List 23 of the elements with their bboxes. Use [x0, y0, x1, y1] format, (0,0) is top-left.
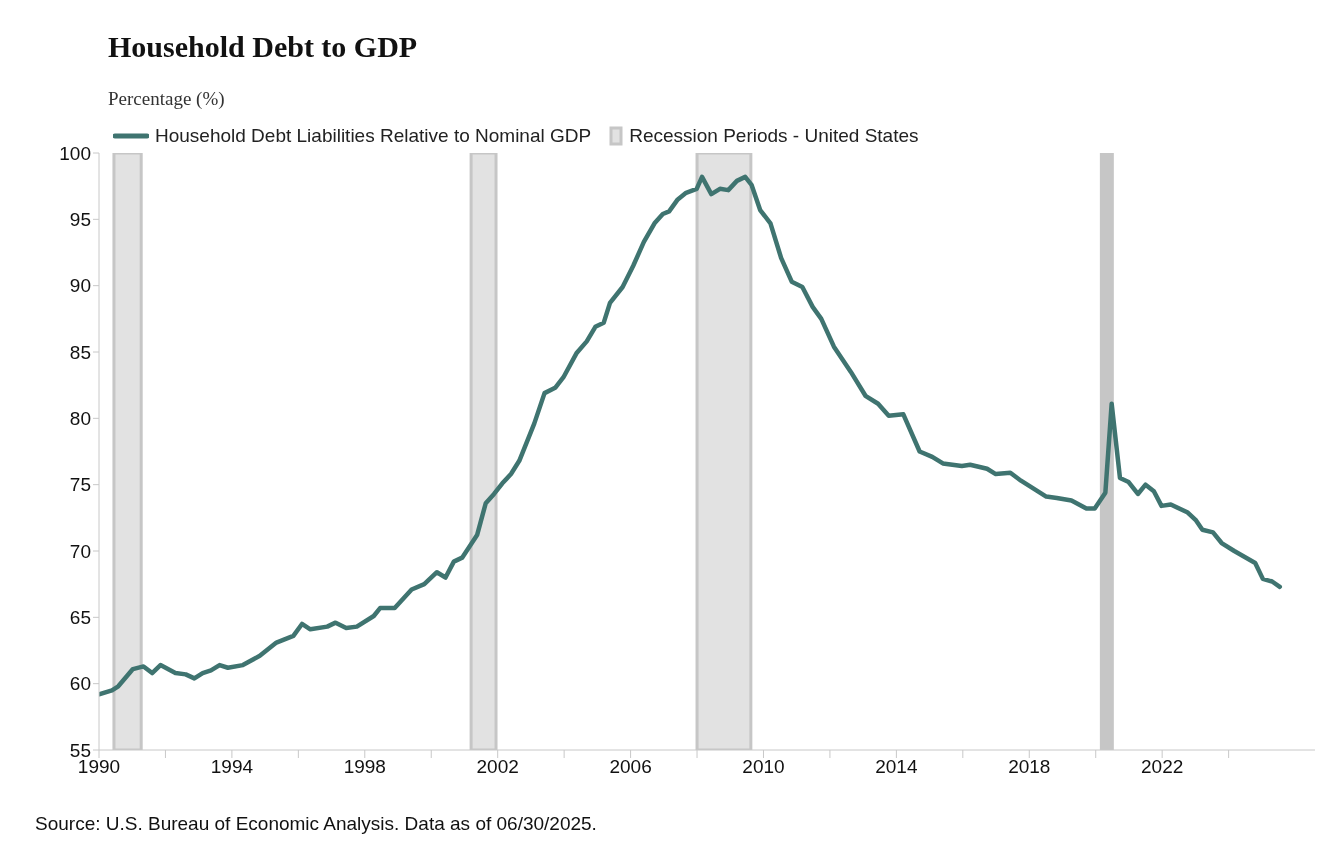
- y-tick-label: 95: [69, 209, 91, 231]
- chart-title: Household Debt to GDP: [108, 30, 418, 64]
- x-tick-label: 2018: [1008, 756, 1051, 778]
- x-tick-label: 2010: [742, 756, 785, 778]
- y-axis-title: Percentage (%): [108, 88, 225, 110]
- y-tick-label: 65: [69, 607, 91, 629]
- x-tick-label: 1994: [210, 756, 254, 778]
- y-tick-label: 75: [69, 474, 91, 496]
- y-tick-label: 100: [59, 142, 91, 164]
- x-tick-label: 2022: [1141, 756, 1184, 778]
- y-tick-label: 90: [69, 275, 91, 297]
- line-series: [99, 174, 1283, 697]
- y-tick-label: 80: [69, 408, 91, 430]
- legend-label: Recession Periods - United States: [629, 125, 919, 147]
- y-tick-label: 85: [69, 341, 91, 363]
- x-tick-label: 2014: [875, 756, 918, 778]
- source-note: Source: U.S. Bureau of Economic Analysis. Data as of 06/30/2025.: [35, 813, 597, 835]
- x-tick-label: 2006: [609, 756, 652, 778]
- y-tick-label: 60: [69, 673, 91, 695]
- y-tick-label: 70: [69, 540, 91, 562]
- legend-label: Household Debt Liabilities Relative to Nominal GDP: [155, 125, 592, 147]
- x-tick-label: 1998: [343, 756, 386, 778]
- x-tick-label: 2002: [476, 756, 519, 778]
